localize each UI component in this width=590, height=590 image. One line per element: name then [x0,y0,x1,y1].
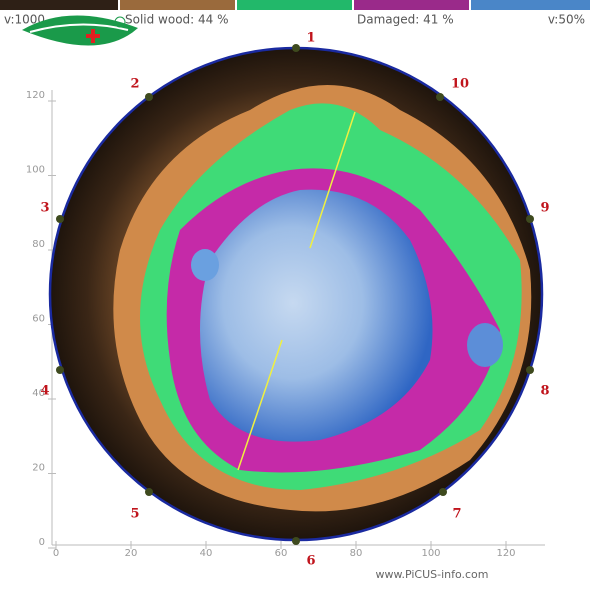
y-tick-label: 20 [32,463,45,474]
x-tick-label: 80 [350,548,363,559]
x-tick-label: 100 [421,548,440,559]
velocity-min: v:50% [548,13,585,27]
sensor-label: 2 [130,77,139,92]
footer-url: www.PiCUS-info.com [375,568,488,581]
sensor-point [526,366,534,374]
sensor-point [292,537,300,545]
sensor-point [439,488,447,496]
sensor-label: 6 [306,554,315,569]
sensor-point [292,44,300,52]
damaged: Damaged: 41 % [357,13,454,27]
y-tick-label: 0 [39,537,45,548]
sensor-label: 1 [306,31,315,46]
sensor-label: 3 [40,201,49,216]
axes: 0 20 40 60 80 100 120 0 20 40 60 80 100 120 [26,90,545,559]
sensor-point [526,215,534,223]
x-tick-label: 20 [125,548,138,559]
y-tick-label: 80 [32,239,45,250]
sensor-point [145,93,153,101]
x-tick-label: 0 [53,548,59,559]
sensors: 1 2 3 4 5 6 7 8 9 10 [40,31,549,569]
y-tick-label: 40 [32,388,45,399]
sensor-label: 4 [40,384,49,399]
sensor-point [436,93,444,101]
x-tick-label: 60 [275,548,288,559]
x-tick-label: 120 [496,548,515,559]
sensor-point [56,366,64,374]
sensor-label: 9 [540,201,549,216]
sensor-label: 7 [452,507,461,522]
sensor-point [56,215,64,223]
y-tick-label: 60 [32,314,45,325]
logo [22,15,138,46]
y-tick-label: 120 [26,90,45,101]
sensor-point [145,488,153,496]
color-scale [0,0,590,10]
sensor-label: 8 [540,384,549,399]
velocity-max: v:1000 [4,13,45,27]
sensor-label: 5 [130,507,139,522]
y-tick-label: 100 [26,165,45,176]
crack-line [237,339,283,471]
tomogram [50,48,542,540]
x-tick-label: 40 [200,548,213,559]
sensor-label: 10 [451,77,469,92]
solid-wood: Solid wood: 44 % [125,13,229,27]
crack-line [309,111,356,249]
